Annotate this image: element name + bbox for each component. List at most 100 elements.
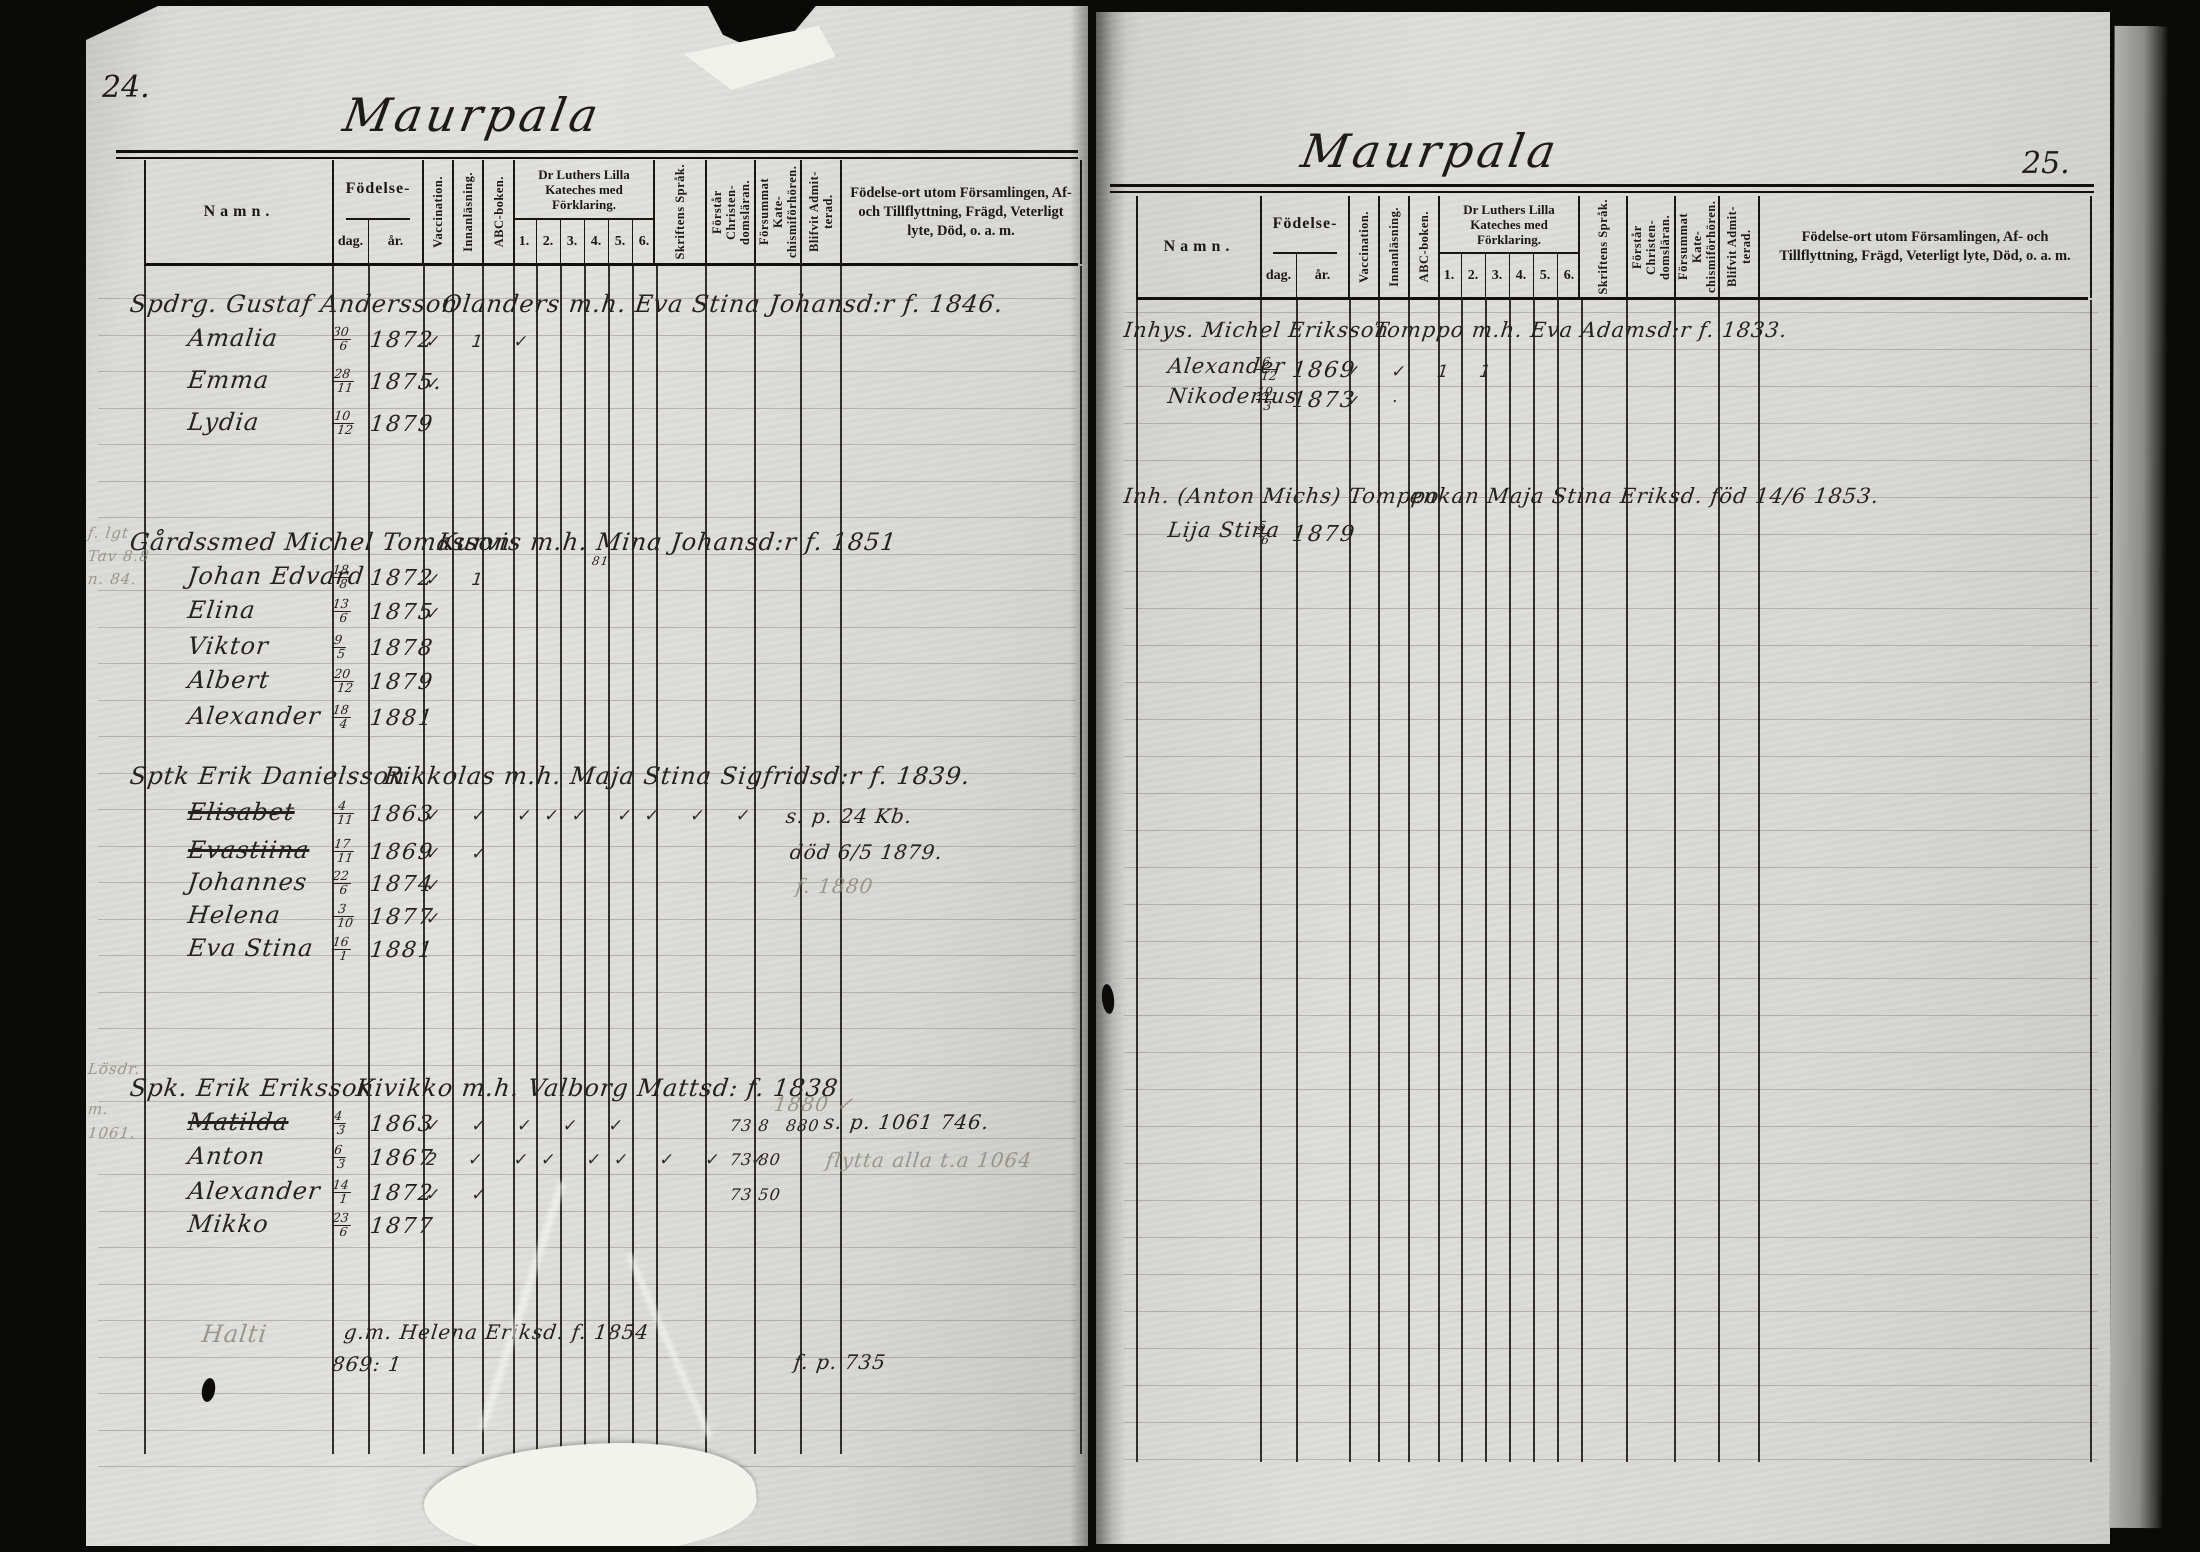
- family-head-name: Spdrg. Gustaf Andersson: [128, 290, 460, 318]
- child-name: Nikodemus: [1166, 384, 1300, 408]
- footer-page-ref: f. p. 735: [792, 1350, 888, 1374]
- col-birth-day-label: dag.: [337, 234, 364, 249]
- col-name-label: Namn.: [1163, 238, 1235, 255]
- ruled-line: [98, 736, 1076, 737]
- col-reading: Innanläsning.: [452, 160, 482, 264]
- child-name: Anton: [186, 1142, 268, 1170]
- ruled-line: [98, 1064, 1076, 1066]
- birth-date: 10 12: [330, 408, 356, 437]
- reading-marks: ✓ ✓: [424, 1185, 501, 1205]
- birth-date: 20 12: [330, 666, 356, 695]
- birth-month: 1: [338, 1190, 349, 1206]
- ruled-line: [98, 480, 1076, 482]
- reading-marks: ✓ 1: [424, 570, 497, 590]
- ruled-line: [98, 1247, 1076, 1248]
- ruled-line: [1124, 1126, 2098, 1127]
- child-name: Matilda: [186, 1108, 291, 1136]
- reading-marks: 2 ✓ ✓✓ ✓✓ ✓ ✓ ✓: [424, 1150, 780, 1170]
- family-head-name: Sptk Erik Danielsson: [128, 762, 408, 790]
- ruled-line: [1124, 1237, 2098, 1238]
- child-name: Mikko: [186, 1210, 271, 1238]
- ruled-line: [1124, 978, 2098, 979]
- ruled-line: [98, 407, 1076, 409]
- column-rule: [1348, 300, 1351, 1462]
- margin-note: n. 84.: [86, 570, 139, 588]
- remark-note: flytta alla t.a 1064: [824, 1148, 1034, 1172]
- col-birth-label: Födelse-: [345, 180, 411, 197]
- remark-note: s. p. 24 Kb.: [784, 804, 914, 828]
- column-rule: [1378, 300, 1380, 1462]
- col-birth-label: Födelse-: [1272, 215, 1338, 232]
- col-remarks: Födelse-ort utom Församlingen, Af- och T…: [1758, 196, 2090, 298]
- birth-year: 1881: [368, 938, 436, 963]
- birth-year: 1877: [368, 1214, 436, 1239]
- col-name: Namn.: [1138, 196, 1260, 298]
- col-reading-label: Innanläsning.: [461, 172, 475, 252]
- column-rule: [1718, 300, 1720, 1462]
- fee-amount: 73 80: [728, 1150, 782, 1169]
- family-head-name: Inhys. Michel Eriksson: [1122, 318, 1391, 342]
- col-cat-3: 3.: [1484, 254, 1509, 298]
- child-name: Amalia: [186, 324, 280, 352]
- ruled-line: [98, 1028, 1076, 1029]
- column-rule: [1136, 300, 1138, 1462]
- col-cat-3: 3.: [559, 220, 584, 264]
- ruled-line: [98, 371, 1076, 372]
- child-name: Eva Stina: [186, 934, 316, 962]
- ruled-line: [1124, 386, 2098, 387]
- ruled-line: [98, 991, 1076, 993]
- child-name: Elisabet: [186, 798, 297, 826]
- table-header: Namn. Födelse- dag. år. Vaccination. Inn…: [1136, 196, 2092, 298]
- ruled-line: [1124, 1089, 2098, 1090]
- col-cat-4: 4.: [583, 220, 608, 264]
- child-name: Johannes: [186, 868, 310, 896]
- column-rule: [1532, 300, 1535, 1462]
- header-bottom-rule: [144, 263, 1078, 266]
- birth-month: 6: [338, 881, 349, 897]
- reading-marks: ✓: [424, 909, 455, 929]
- ruled-line: [98, 772, 1076, 774]
- col-name: Namn.: [146, 160, 332, 264]
- torn-paper-bottom: [419, 1429, 761, 1546]
- ruled-line: [1124, 349, 2098, 350]
- top-rule: [1110, 184, 2094, 187]
- ruled-line: [1124, 571, 2098, 572]
- col-catechism: Dr Luthers Lilla Kateches med Förklaring…: [1438, 196, 1578, 298]
- col-birth-year-label: år.: [367, 220, 423, 264]
- right-page: 25. Maurpala Namn. Födelse- dag. år. Vac…: [1096, 12, 2110, 1544]
- col-scripture-label: Skriftens Språk.: [1596, 199, 1610, 295]
- table-header: Namn. Födelse- dag. år. Vaccination. Inn…: [144, 160, 1082, 264]
- col-cat-1: 1.: [518, 234, 530, 249]
- birth-date: 28 11: [330, 366, 356, 395]
- ruled-line: [98, 1393, 1076, 1394]
- ruled-line: [98, 517, 1076, 518]
- column-rule: [607, 266, 610, 1454]
- ruled-line: [98, 1283, 1076, 1285]
- column-rule: [840, 266, 842, 1454]
- birth-month: 10: [336, 914, 355, 930]
- child-name: Albert: [186, 666, 272, 694]
- col-cat-2: 2.: [1460, 254, 1485, 298]
- col-missed-label: Försummat Kate-chismiförhören.: [1676, 200, 1718, 294]
- left-page: 24. Maurpala Namn. Födelse- dag. år. Vac…: [86, 6, 1088, 1546]
- birth-month: 11: [336, 849, 355, 865]
- birth-month: 8: [338, 575, 349, 591]
- ruled-line: [1124, 756, 2098, 757]
- birth-month: 12: [336, 421, 355, 437]
- top-rule-2: [116, 157, 1078, 159]
- family-head-spouse: Kurvis m.h. Mina Johansd:r f. 1851: [436, 528, 899, 556]
- column-rule: [367, 266, 370, 1454]
- margin-note: f. lgt: [86, 524, 131, 542]
- column-rule: [482, 266, 484, 1454]
- birth-month: 3: [336, 1155, 347, 1171]
- ruled-line: [1124, 682, 2098, 683]
- ruled-line: [1124, 1052, 2098, 1053]
- col-vaccination-label: Vaccination.: [431, 176, 445, 248]
- col-birth: Födelse- dag. år.: [332, 160, 422, 264]
- col-name-label: Namn.: [203, 203, 275, 220]
- ruled-line: [98, 1174, 1076, 1175]
- torn-corner: [86, 6, 158, 40]
- col-admitted-label: Blifvit Admit-terad.: [1725, 206, 1753, 288]
